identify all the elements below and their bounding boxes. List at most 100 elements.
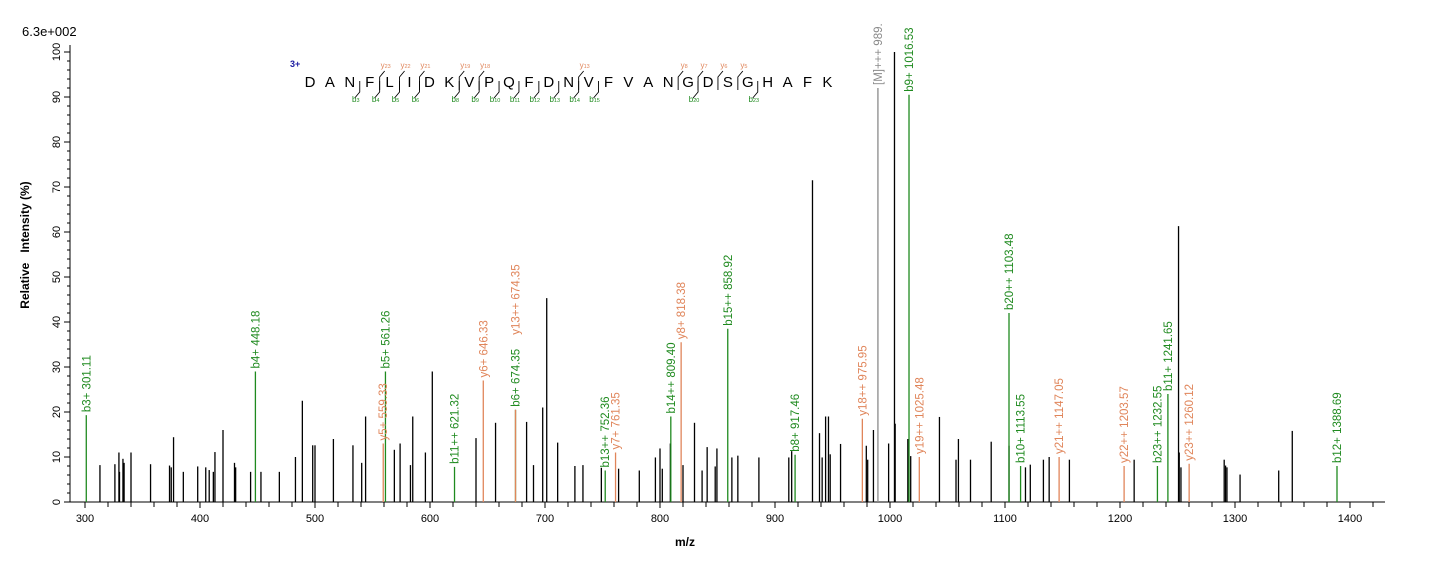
y-ion-label: y8+ 818.38 [676,282,688,339]
y-ion-bracket [458,70,465,90]
y-ion-label: y21++ 1147.05 [1054,378,1066,454]
y-tick-label: 0 [51,499,63,505]
y-ion-index: 13 [584,64,590,70]
b-ion-bracket [573,81,580,99]
residue: L [385,74,393,91]
x-tick-label: 1400 [1338,513,1362,525]
x-axis-label: m/z [675,535,695,549]
b-ion-bracket [354,81,361,99]
y-tick-label: 40 [51,316,63,328]
y-ion-tag: y7 [701,61,708,70]
x-tick-label: 1200 [1108,513,1132,525]
b-ion-index: 20 [693,98,699,104]
b-ion-tag: b15 [589,95,600,104]
b-ion-index: 15 [594,98,600,104]
y-tick-label: 70 [51,181,63,193]
y-ion-index: 6 [724,64,727,70]
x-ticks: 300 400 500 600 700 800 900 1000 1100 1200 1300 140… [76,502,1374,525]
y-tick-label: 60 [51,226,63,238]
y-ion-tag: y5 [740,61,747,70]
residue: D [703,74,714,91]
residue: Q [503,74,515,91]
y-ion-bracket [379,70,385,90]
residue: V [584,74,594,91]
b-ion-index: 13 [554,98,560,104]
peak-labels: b3+ 301.11 b4+ 448.18 y5+ 559.33 b5+ 561.26… [81,23,1344,467]
x-tick-label: 400 [191,513,209,525]
x-tick-label: 900 [766,513,784,525]
b-ion-tag: b23 [748,95,759,104]
b-ion-tag: b4 [372,95,380,104]
M-ion-label: [M]+++ 989. [873,23,885,85]
x-tick-label: 700 [536,513,554,525]
y-ion-bracket [419,70,425,90]
max-intensity-label: 6.3e+002 [22,24,77,39]
y-ion-label: y23++ 1260.12 [1184,384,1196,461]
x-tick-label: 600 [421,513,439,525]
y-ion-tag: y18 [480,61,490,70]
b-ion-tag: b10 [490,95,501,104]
y-ion-index: 21 [424,64,430,70]
x-tick-label: 800 [651,513,669,525]
y-ion-label: y22++ 1203.57 [1119,386,1131,463]
residue: D [305,74,316,91]
b-ion-label: b9+ 1016.53 [904,27,916,91]
y-ion-label: y5+ 559.33 [378,383,390,440]
y-ion-bracket [578,70,584,90]
y-ion-bracket [737,70,744,90]
b-ion-index: 9 [476,98,479,104]
y-ion-label: y7+ 761.35 [611,392,623,449]
y-ion-bracket [399,70,405,90]
b-ion-tag: b14 [569,95,580,104]
residue: A [325,74,335,91]
b-ion-label: b15++ 858.92 [723,255,735,326]
b-ion-label: b5+ 561.26 [380,311,392,369]
y-tick-label: 10 [51,451,63,463]
b-ion-bracket [533,81,540,99]
y-tick-label: 90 [51,91,63,103]
y-ion-label: y13++ 674.35 [511,264,523,334]
y-ion-bracket [697,70,704,90]
residue: A [783,74,793,91]
b-ion-label: b10+ 1113.55 [1016,394,1028,463]
b-ion-label: b13++ 752.36 [600,397,612,468]
y-ion-tag: y6 [720,61,727,70]
b-ion-label: b14++ 809.40 [666,343,678,414]
b-ion-bracket [513,81,520,99]
y-tick-label: 80 [51,136,63,148]
b-ion-bracket [553,81,560,99]
residue: P [484,74,494,91]
b-ion-label: b4+ 448.18 [250,311,262,369]
residue: F [365,74,374,91]
residue: F [524,74,533,91]
y-tick-label: 100 [51,43,63,61]
residue: I [407,74,411,91]
b-ion-index: 12 [534,98,540,104]
y-ion-label: y18++ 975.95 [857,345,869,415]
residue: D [543,74,554,91]
residue: S [723,74,733,91]
y-ion-tag: y21 [420,61,430,70]
b-ion-index: 23 [753,98,759,104]
x-tick-label: 300 [76,513,94,525]
y-ion-tag: y22 [400,61,410,70]
residue: G [682,74,694,91]
b-ion-label: b23++ 1232.55 [1152,386,1164,463]
y-ion-bracket [478,70,485,90]
b-ion-index: 14 [574,98,580,104]
peaks [85,52,1338,502]
y-axis-label: Relative Intensity (%) [18,181,32,308]
residue: A [643,74,653,91]
residue: D [424,74,435,91]
x-tick-label: 1300 [1223,513,1247,525]
residue: V [464,74,474,91]
y-ticks: 0 10 20 30 40 50 60 70 80 90 100 [51,43,70,505]
x-tick-label: 500 [306,513,324,525]
y-ion-index: 5 [744,64,747,70]
b-ion-bracket [752,81,759,99]
b-ion-index: 3 [356,98,359,104]
b-ion-label: b6+ 674.35 [511,349,523,407]
y-ion-tag: y19 [460,61,470,70]
y-ion-label: y19++ 1025.48 [914,377,926,454]
